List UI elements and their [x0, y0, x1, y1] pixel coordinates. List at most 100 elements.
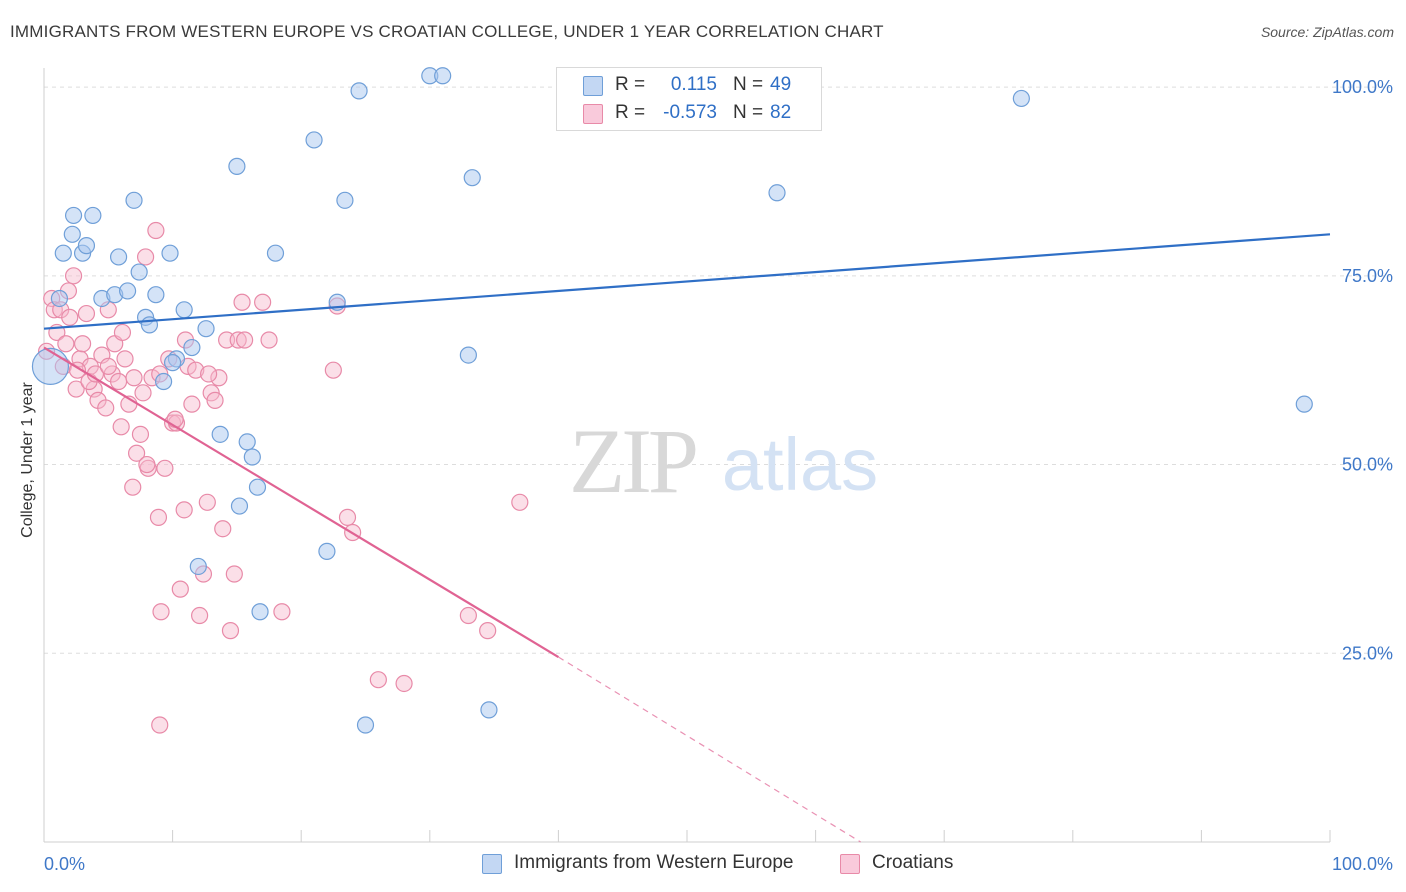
western-europe-point [154, 372, 173, 391]
croatians-point [395, 674, 413, 693]
western-europe-point [305, 131, 323, 149]
croatians-point [131, 425, 150, 443]
watermark-zip: ZIP [569, 410, 696, 512]
western-europe-point [84, 206, 102, 225]
western-europe-point [230, 497, 249, 515]
croatians-point [147, 221, 165, 240]
western-europe-point [480, 701, 498, 719]
y-tick-label: 50.0% [1342, 455, 1393, 475]
western-europe-point [161, 244, 179, 262]
croatians-point [210, 369, 228, 387]
western-europe-point [140, 316, 159, 334]
legend-r-value: -0.573 [663, 102, 717, 123]
source-label: Source: ZipAtlas.com [1260, 24, 1394, 40]
western-europe-point [175, 301, 193, 319]
western-europe-point [109, 248, 128, 266]
western-europe-point [189, 557, 207, 576]
croatians-point [273, 603, 291, 621]
croatians-point [113, 323, 132, 342]
croatians-point [61, 308, 79, 326]
western-europe-point [31, 347, 70, 386]
bottom-legend-label-blue: Immigrants from Western Europe [514, 852, 794, 873]
western-europe-point [77, 237, 96, 255]
croatians-point [156, 459, 174, 477]
western-europe-point [164, 354, 182, 372]
western-europe-point [266, 244, 285, 262]
legend-r-value: 0.115 [670, 74, 717, 95]
bottom-legend-swatch-pink [840, 854, 860, 874]
croatians-point [225, 565, 243, 583]
y-tick-label: 25.0% [1342, 643, 1393, 663]
croatians-point [214, 520, 232, 538]
y-tick-label: 75.0% [1342, 266, 1393, 286]
western-europe-trendline [43, 233, 1331, 330]
croatians-point [183, 395, 201, 413]
western-europe-point [238, 433, 256, 451]
western-europe-point [50, 289, 69, 308]
croatians-point [198, 493, 216, 511]
croatians-point [125, 369, 143, 387]
chart-title: IMMIGRANTS FROM WESTERN EUROPE VS CROATI… [10, 22, 884, 41]
croatians-point [112, 418, 130, 436]
western-europe-point [147, 286, 165, 304]
bottom-legend-label-pink: Croatians [872, 852, 954, 873]
trendlines [43, 233, 1331, 843]
croatians-point [136, 248, 155, 266]
western-europe-point [459, 346, 477, 364]
watermark-atlas: atlas [722, 423, 878, 506]
watermark: ZIP atlas [569, 410, 878, 512]
correlation-legend: R = 0.115 N = 49 R = -0.573 N = 82 [556, 67, 822, 131]
croatians-point [124, 478, 142, 496]
croatians-point [260, 331, 278, 349]
western-europe-point [211, 425, 229, 443]
western-europe-point [356, 716, 375, 734]
western-europe-point [63, 225, 81, 243]
croatians-point [191, 606, 209, 625]
western-europe-point [350, 82, 368, 100]
croatians-point [233, 293, 251, 311]
western-europe-point [243, 448, 261, 466]
western-europe-point [130, 263, 148, 281]
croatians-point [77, 304, 96, 323]
croatians-point [67, 380, 85, 398]
croatians-point [175, 501, 193, 519]
western-europe-points [31, 67, 1313, 734]
croatians-point [97, 399, 115, 417]
legend-swatch-pink [583, 104, 603, 124]
western-europe-point [64, 206, 83, 225]
western-europe-point [228, 157, 246, 175]
legend-n-value: 82 [770, 102, 792, 123]
croatians-point [338, 508, 357, 526]
croatians-point [511, 493, 529, 511]
western-europe-point [768, 184, 786, 202]
croatians-point [369, 671, 387, 689]
legend-n-label: N = [733, 74, 764, 95]
croatians-point [229, 331, 247, 349]
croatians-point [459, 606, 477, 625]
western-europe-point [463, 169, 481, 187]
western-europe-point [125, 191, 143, 209]
western-europe-point [197, 320, 215, 338]
croatians-point [99, 357, 117, 376]
legend-n-label: N = [733, 102, 764, 123]
croatians-point [221, 622, 240, 640]
croatians-trendline-extension [558, 656, 861, 843]
croatians-point [206, 391, 224, 409]
western-europe-point [434, 67, 452, 85]
western-europe-point [54, 244, 72, 262]
croatians-point [236, 331, 254, 349]
croatians-point [187, 361, 205, 379]
croatians-point [166, 410, 184, 428]
western-europe-point [251, 603, 269, 621]
croatians-point [324, 361, 342, 379]
croatians-point [57, 335, 75, 353]
croatians-point [254, 293, 272, 311]
croatians-point [134, 384, 152, 402]
croatians-point [127, 444, 146, 462]
legend-row-pink: R = -0.573 N = 82 [557, 100, 821, 128]
croatians-point [149, 508, 168, 526]
croatians-point [73, 335, 92, 353]
legend-swatch-blue [583, 76, 603, 96]
western-europe-point [1012, 89, 1030, 108]
